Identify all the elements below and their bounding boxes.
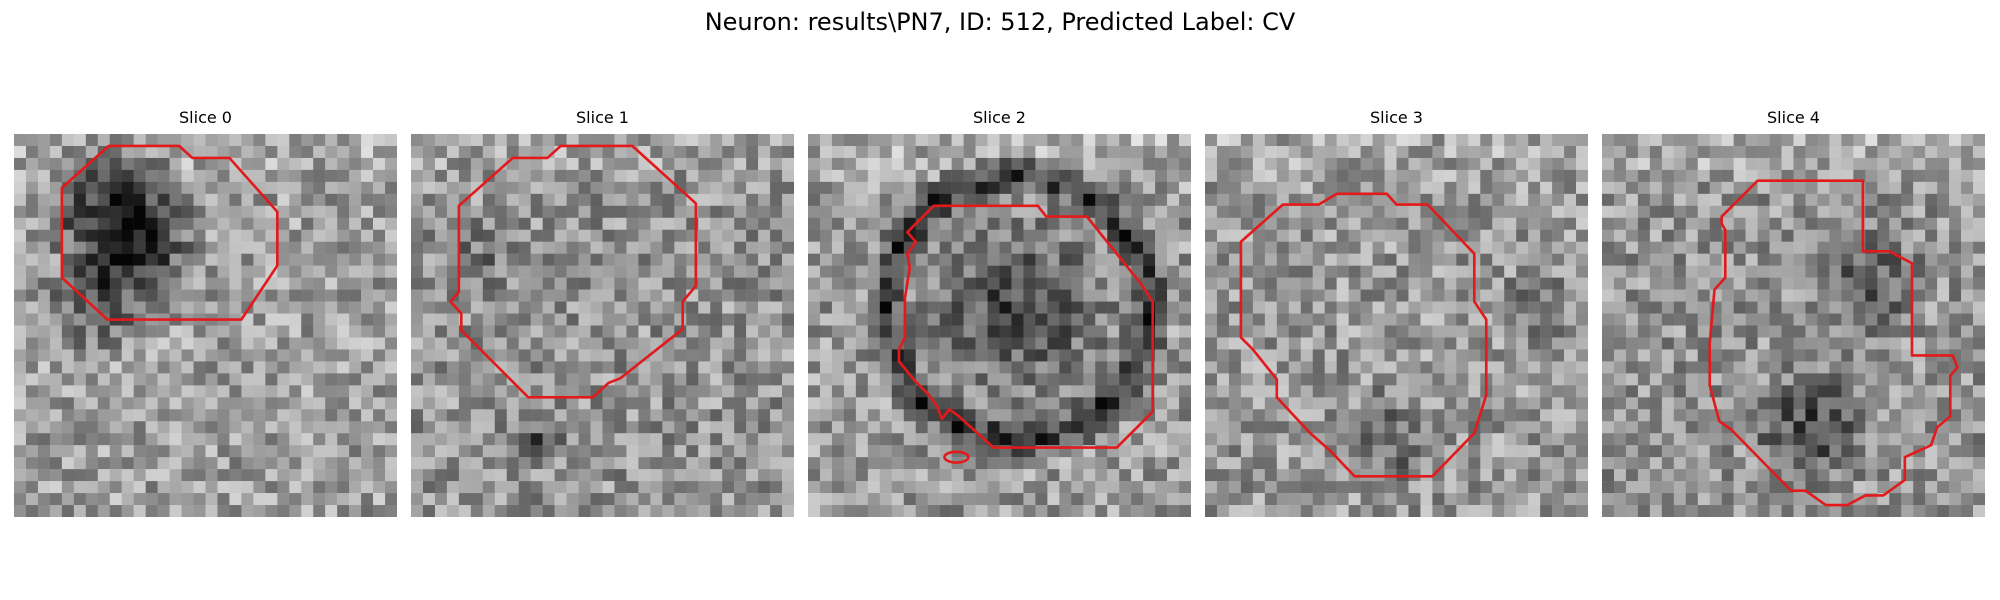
- slice-panel-1: Slice 1: [411, 108, 794, 128]
- slice-panel-4: Slice 4: [1602, 108, 1985, 128]
- pixel-grid: [14, 134, 397, 517]
- slice-title: Slice 2: [808, 108, 1191, 128]
- pixel-grid: [411, 134, 794, 517]
- slice-panel-2: Slice 2: [808, 108, 1191, 128]
- slice-panel-3: Slice 3: [1205, 108, 1588, 128]
- slice-image: [14, 134, 397, 517]
- slice-title: Slice 1: [411, 108, 794, 128]
- slice-image: [1602, 134, 1985, 517]
- pixel-grid: [1602, 134, 1985, 517]
- slice-image: [411, 134, 794, 517]
- slice-title: Slice 0: [14, 108, 397, 128]
- slice-image: [808, 134, 1191, 517]
- pixel-grid: [808, 134, 1191, 517]
- slice-title: Slice 3: [1205, 108, 1588, 128]
- figure-title: Neuron: results\PN7, ID: 512, Predicted …: [0, 8, 2000, 36]
- slice-title: Slice 4: [1602, 108, 1985, 128]
- slice-image: [1205, 134, 1588, 517]
- pixel-grid: [1205, 134, 1588, 517]
- slice-panel-0: Slice 0: [14, 108, 397, 128]
